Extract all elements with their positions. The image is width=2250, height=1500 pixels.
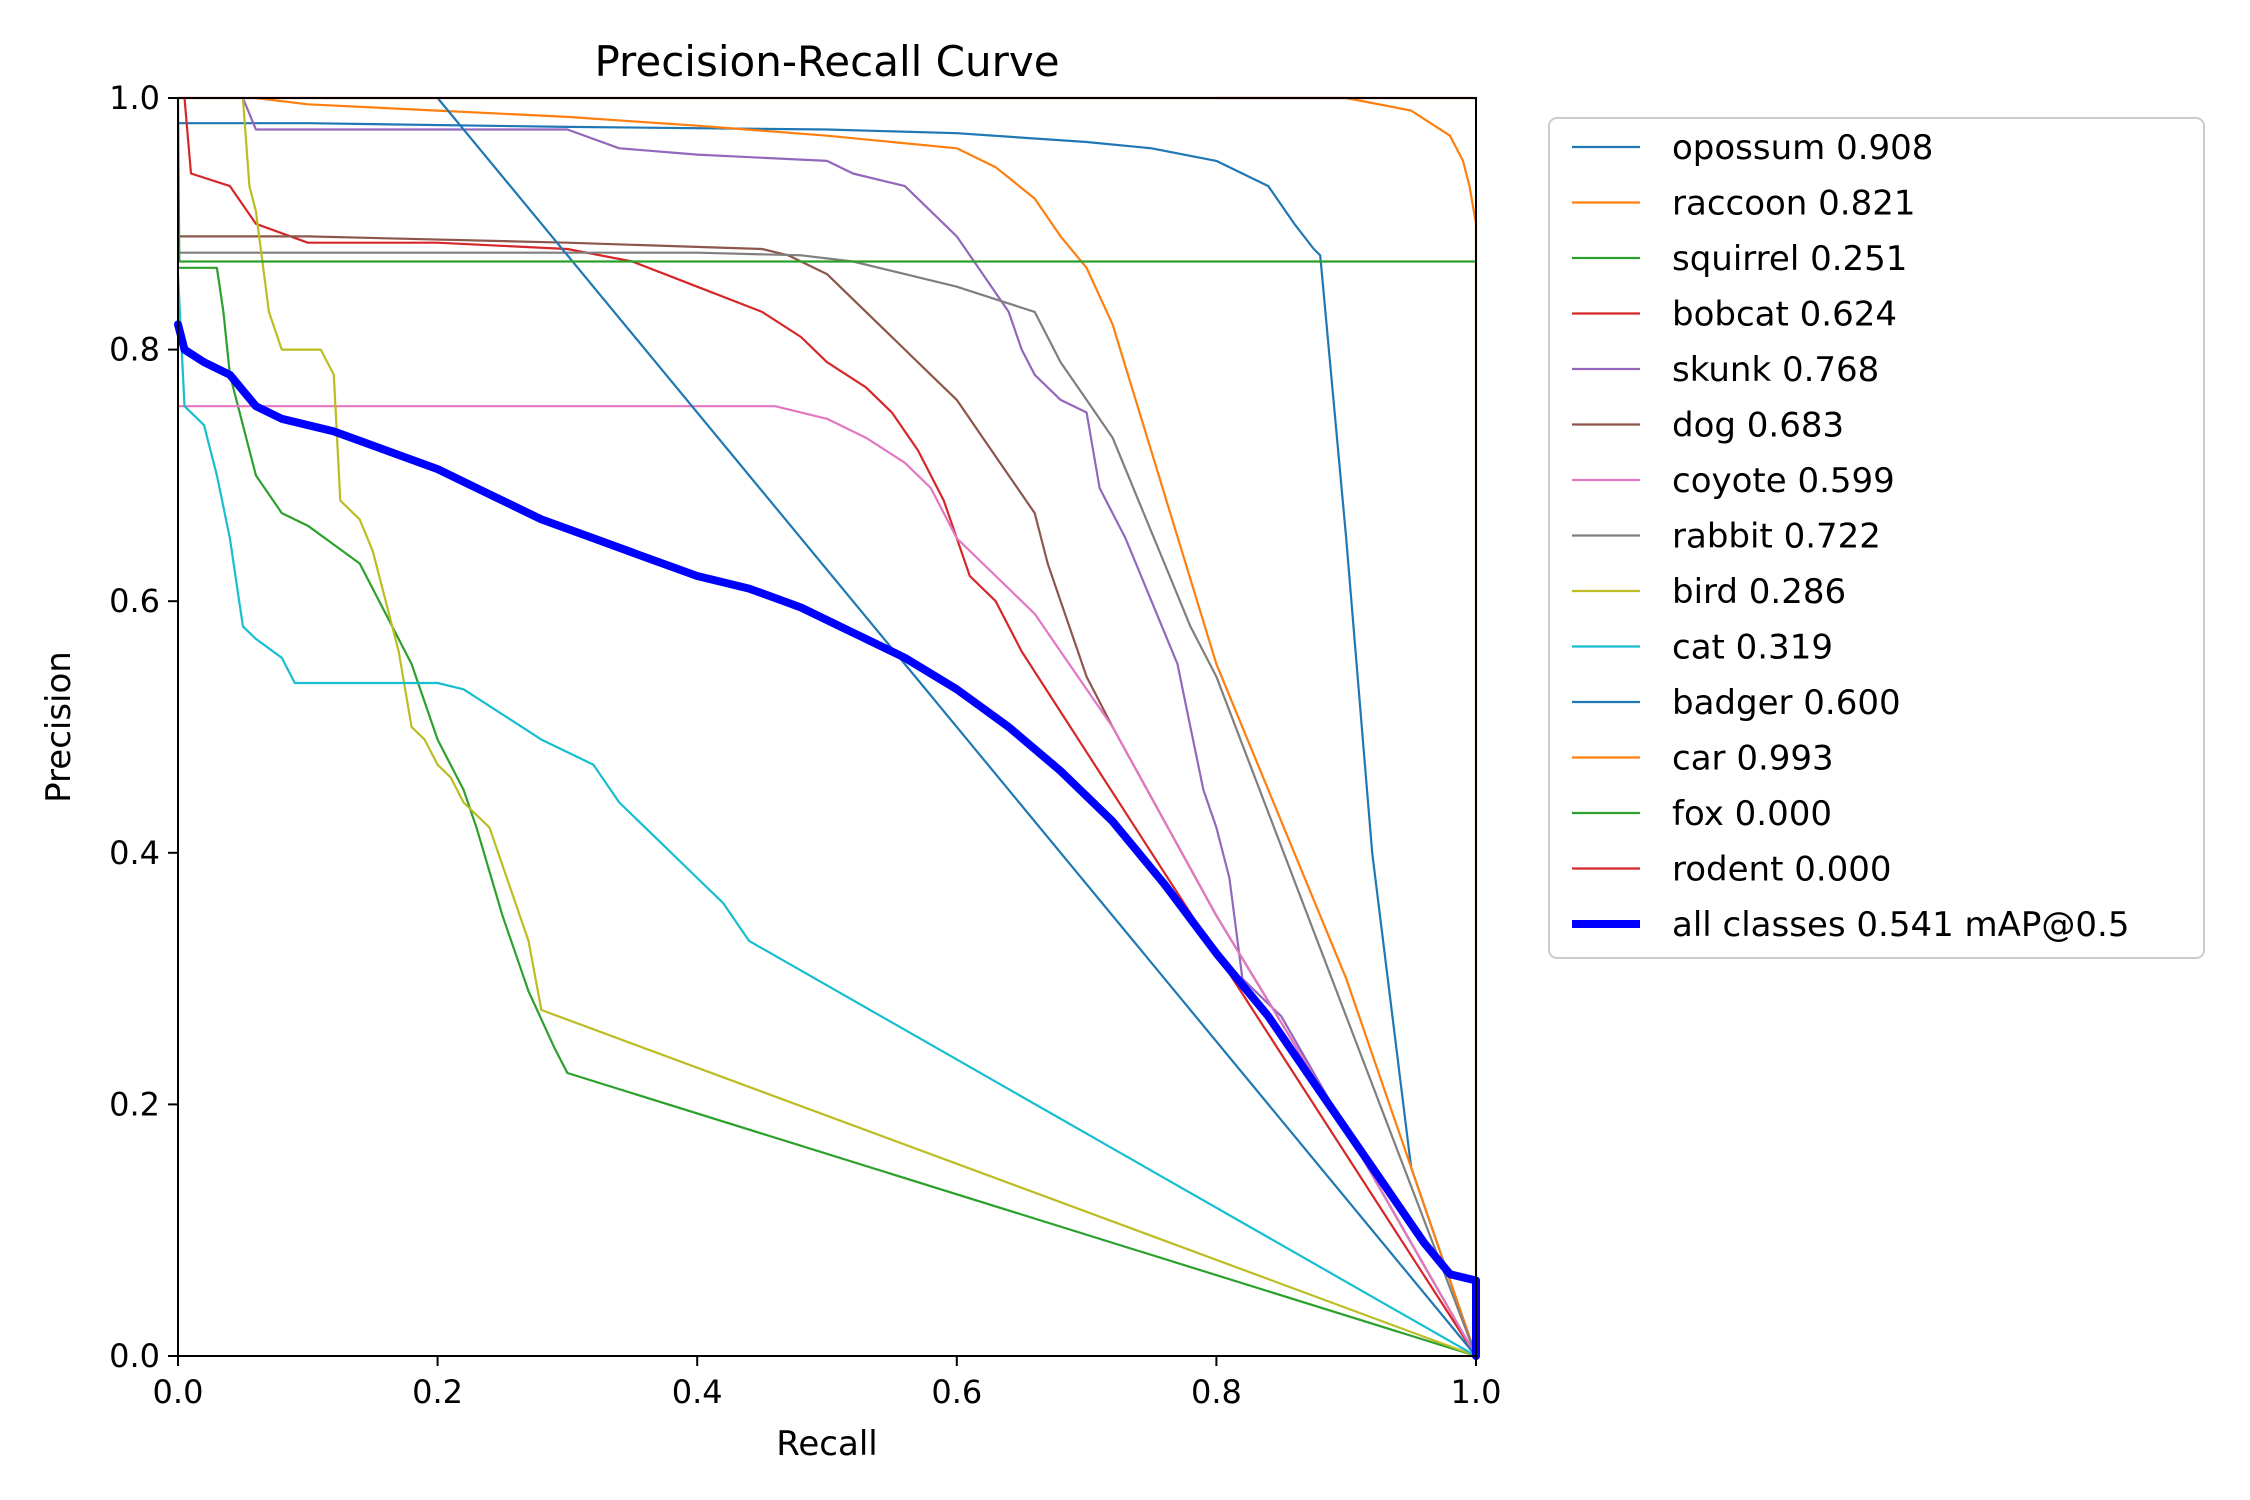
series-line-bird xyxy=(241,96,1478,1358)
legend-label-opossum: opossum 0.908 xyxy=(1672,128,1933,168)
legend-label-car: car 0.993 xyxy=(1672,739,1834,779)
y-tick-label: 0.6 xyxy=(109,582,160,620)
series-line-coyote xyxy=(176,405,1478,1358)
series-line-cat xyxy=(176,273,1478,1358)
plot-frame xyxy=(177,97,1477,1357)
y-tick-label: 0.2 xyxy=(109,1085,160,1123)
series-line-rabbit xyxy=(176,251,1478,1358)
legend-label-raccoon: raccoon 0.821 xyxy=(1672,184,1916,224)
legend-box xyxy=(1548,117,2205,959)
legend-label-bird: bird 0.286 xyxy=(1672,572,1846,612)
series-line-raccoon xyxy=(254,96,1478,1358)
x-tick-label: 0.2 xyxy=(412,1373,463,1411)
chart-title: Precision-Recall Curve xyxy=(594,37,1059,86)
x-tick-label: 0.6 xyxy=(931,1373,982,1411)
legend-label-cat: cat 0.319 xyxy=(1672,628,1833,668)
y-tick-label: 1.0 xyxy=(109,79,160,117)
x-axis: 0.0 0.2 0.4 0.6 0.8 1.0 xyxy=(153,1356,1502,1411)
y-axis-label: Precision xyxy=(39,651,79,803)
y-axis: 0.0 0.2 0.4 0.6 0.8 1.0 xyxy=(109,79,178,1375)
y-tick-label: 0.8 xyxy=(109,331,160,369)
x-axis-label: Recall xyxy=(776,1424,877,1464)
y-tick-label: 0.0 xyxy=(109,1337,160,1375)
x-tick-label: 1.0 xyxy=(1451,1373,1502,1411)
series-line-bobcat xyxy=(183,96,1478,1358)
legend-label-coyote: coyote 0.599 xyxy=(1672,461,1895,501)
legend-label-squirrel: squirrel 0.251 xyxy=(1672,239,1907,279)
x-tick-label: 0.8 xyxy=(1191,1373,1242,1411)
series-line-opossum xyxy=(176,122,1478,1358)
legend-label-fox: fox 0.000 xyxy=(1672,794,1832,834)
y-tick-label: 0.4 xyxy=(109,834,160,872)
series-line-badger xyxy=(436,96,1478,1358)
series-layer xyxy=(174,96,1480,1360)
series-line-dog xyxy=(176,235,1478,1358)
legend-label-all-classes: all classes 0.541 mAP@0.5 xyxy=(1672,905,2129,945)
legend-label-dog: dog 0.683 xyxy=(1672,406,1844,446)
legend-label-rodent: rodent 0.000 xyxy=(1672,850,1892,890)
legend-label-badger: badger 0.600 xyxy=(1672,683,1901,723)
legend: opossum 0.908 raccoon 0.821 squirrel 0.251… xyxy=(1548,117,2205,959)
x-tick-label: 0.0 xyxy=(153,1373,204,1411)
x-tick-label: 0.4 xyxy=(672,1373,723,1411)
legend-label-bobcat: bobcat 0.624 xyxy=(1672,295,1897,335)
series-line-skunk xyxy=(241,96,1478,1358)
legend-label-rabbit: rabbit 0.722 xyxy=(1672,517,1881,557)
series-line-car xyxy=(1215,96,1478,1358)
legend-label-skunk: skunk 0.768 xyxy=(1672,350,1879,390)
series-line-all-classes xyxy=(174,320,1480,1360)
